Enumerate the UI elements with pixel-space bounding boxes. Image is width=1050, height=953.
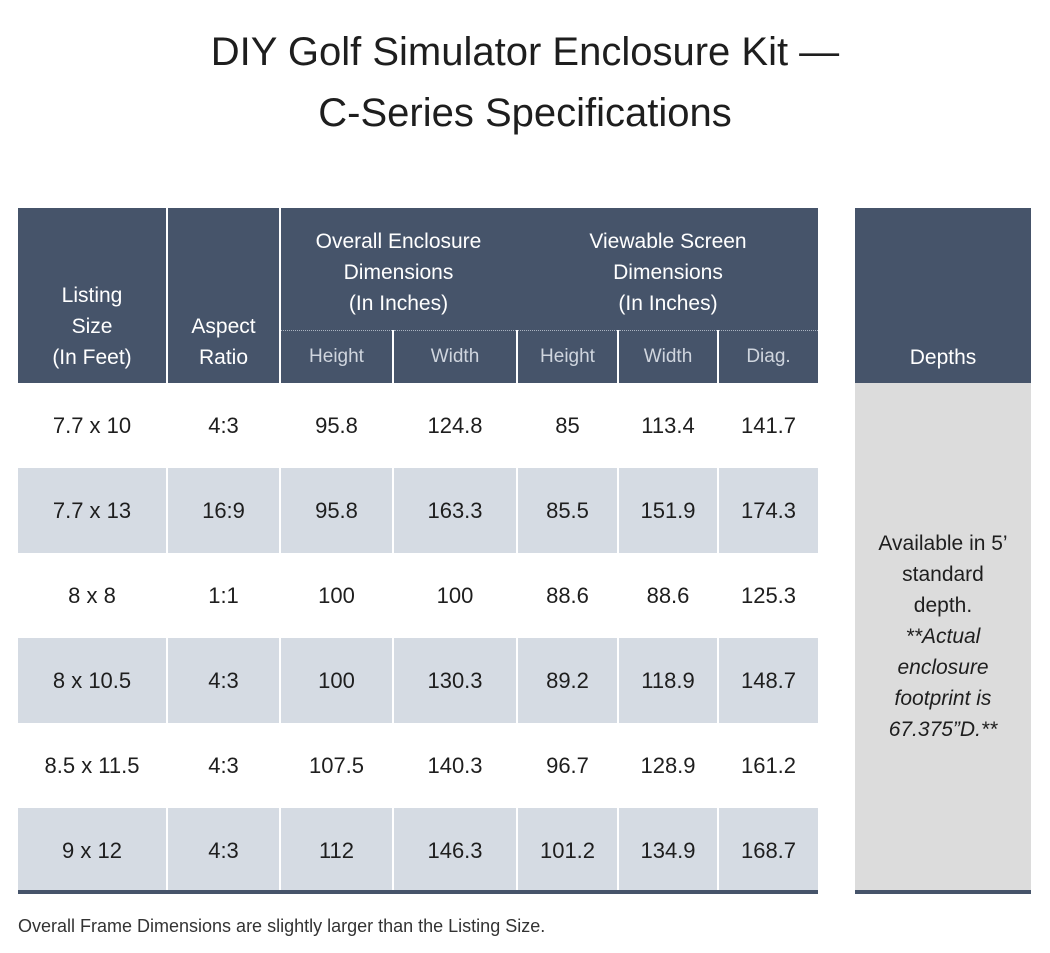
table-cell: 4:3: [168, 808, 279, 893]
title: DIY Golf Simulator Enclosure Kit —: [210, 30, 840, 74]
depths-note: Available in 5’ standard depth.: [878, 532, 1008, 617]
table-cell: 7.7 x 13: [18, 468, 166, 553]
header-text: (In Feet): [52, 346, 132, 369]
table-cell: 95.8: [281, 468, 392, 553]
table-cell: 95.8: [281, 383, 392, 468]
table-cell: 113.4: [619, 383, 717, 468]
header-text: Ratio: [198, 346, 249, 369]
table-cell: 88.6: [518, 553, 617, 638]
table-cell: 100: [281, 638, 392, 723]
header-gap: [516, 208, 518, 330]
subheader: Diag.: [719, 330, 818, 383]
table-cell: 125.3: [719, 553, 818, 638]
header-text: Listing: [61, 284, 123, 307]
header-text: Size: [71, 315, 113, 338]
table-cell: 128.9: [619, 723, 717, 808]
table-cell: 118.9: [619, 638, 717, 723]
table-cell: 112: [281, 808, 392, 893]
subheader: Height: [518, 330, 617, 383]
footer: Overall Frame Dimensions are slightly la…: [18, 916, 546, 936]
header-group: Overall Enclosure Dimensions (In Inches): [281, 208, 516, 330]
table-cell: 140.3: [394, 723, 516, 808]
header-text: (In Inches): [618, 291, 718, 315]
title: C-Series Specifications: [318, 91, 732, 135]
table-cell: 134.9: [619, 808, 717, 893]
table-cell: 161.2: [719, 723, 818, 808]
header-text: Dimensions: [613, 260, 723, 284]
header-text: Overall Enclosure: [315, 229, 482, 253]
table-cell: 89.2: [518, 638, 617, 723]
depths-body: Available in 5’ standard depth. **Actual …: [855, 383, 1031, 894]
table-cell: 107.5: [281, 723, 392, 808]
table-cell: 8 x 10.5: [18, 638, 166, 723]
header-text: Dimensions: [343, 260, 454, 284]
table-cell: 168.7: [719, 808, 818, 893]
table-cell: 4:3: [168, 383, 279, 468]
header-text: Viewable Screen: [589, 229, 747, 253]
subheader: Width: [394, 330, 516, 383]
table-bottom-border: [18, 890, 818, 894]
table-cell: 96.7: [518, 723, 617, 808]
table-cell: 174.3: [719, 468, 818, 553]
table-cell: 101.2: [518, 808, 617, 893]
header-text: (In Inches): [348, 291, 449, 315]
table-cell: 4:3: [168, 723, 279, 808]
table-cell: 85: [518, 383, 617, 468]
header-group: Viewable Screen Dimensions (In Inches): [518, 208, 818, 330]
subheader: Height: [281, 330, 392, 383]
depths-note: **Actual enclosure footprint is 67.375”D…: [888, 625, 998, 741]
table-cell: 124.8: [394, 383, 516, 468]
table-cell: 141.7: [719, 383, 818, 468]
subheader: Width: [619, 330, 717, 383]
table-cell: 9 x 12: [18, 808, 166, 893]
table-cell: 16:9: [168, 468, 279, 553]
table-cell: 130.3: [394, 638, 516, 723]
table-cell: 8 x 8: [18, 553, 166, 638]
table-cell: 7.7 x 10: [18, 383, 166, 468]
depths-header: Depths: [855, 208, 1031, 383]
table-cell: 4:3: [168, 638, 279, 723]
table-cell: 151.9: [619, 468, 717, 553]
header-cell: Listing Size (In Feet): [18, 208, 166, 383]
table-cell: 1:1: [168, 553, 279, 638]
table-cell: 148.7: [719, 638, 818, 723]
table-cell: 163.3: [394, 468, 516, 553]
table-cell: 146.3: [394, 808, 516, 893]
header-text: Aspect: [191, 315, 256, 338]
table-cell: 100: [281, 553, 392, 638]
header-cell: Aspect Ratio: [168, 208, 279, 383]
table-cell: 8.5 x 11.5: [18, 723, 166, 808]
table-cell: 100: [394, 553, 516, 638]
table-cell: 88.6: [619, 553, 717, 638]
table-cell: 85.5: [518, 468, 617, 553]
